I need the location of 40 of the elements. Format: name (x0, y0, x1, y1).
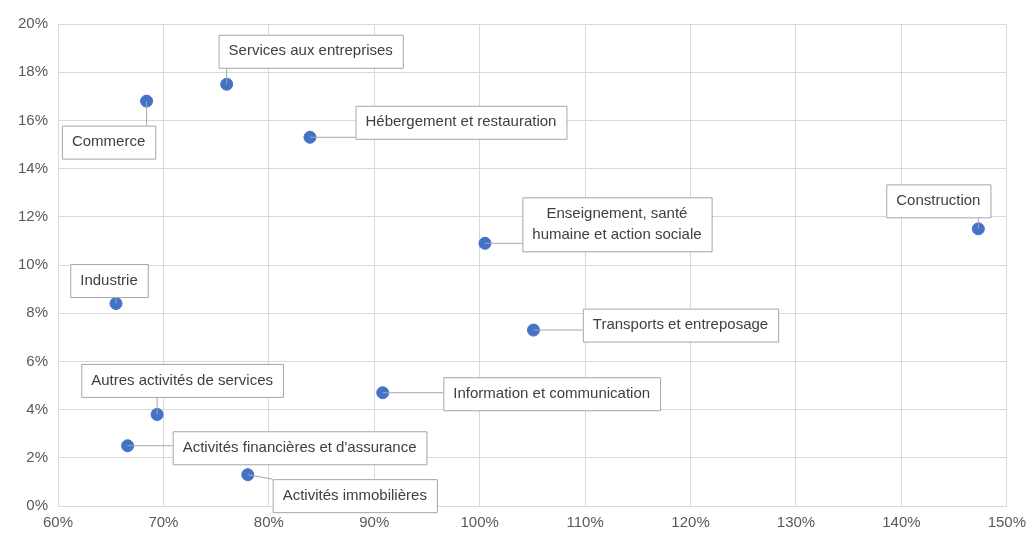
y-tick-label: 2% (26, 447, 49, 465)
annotation: Hébergement et restauration (365, 112, 557, 130)
point (140, 94, 154, 108)
annotation: Activités immobilières (282, 485, 427, 503)
y-tick-label: 8% (26, 303, 49, 321)
x-tick-label: 140% (882, 513, 921, 531)
point (241, 468, 255, 482)
annotation: Construction (896, 190, 981, 208)
y-tick-label: 4% (26, 399, 49, 417)
annotation: Transports et entreposage (592, 315, 769, 333)
point (220, 77, 234, 91)
y-tick-label: 0% (26, 496, 49, 514)
y-tick-label: 18% (17, 62, 49, 80)
x-tick-label: 130% (776, 513, 816, 531)
annotation: Information et communication (453, 383, 651, 401)
y-tick-label: 14% (17, 158, 49, 176)
y-tick-label: 6% (26, 351, 49, 369)
x-tick-label: 90% (359, 513, 390, 531)
x-tick-label: 110% (566, 513, 604, 531)
x-tick-label: 80% (253, 513, 284, 531)
x-tick-label: 100% (460, 513, 499, 531)
annotation: Commerce (71, 132, 146, 150)
point (478, 236, 492, 250)
y-tick-label: 20% (17, 14, 49, 32)
point (971, 222, 985, 236)
x-tick-label: 70% (148, 513, 179, 531)
annotation: Services aux entreprises (228, 41, 393, 59)
annotation: Activités financières et d'assurance (182, 437, 417, 455)
point (376, 386, 390, 400)
y-tick-label: 16% (17, 110, 49, 128)
x-tick-label: 60% (43, 513, 74, 531)
y-tick-label: 12% (17, 206, 49, 224)
annotation: Autres activités de services (91, 370, 273, 388)
point (121, 439, 135, 453)
x-tick-label: 150% (987, 513, 1027, 531)
point (303, 130, 317, 144)
annotation: Industrie (80, 270, 138, 288)
annotation: Enseignement, santé humaine et action sociale (532, 203, 702, 242)
y-tick-label: 10% (17, 255, 49, 273)
x-tick-label: 120% (671, 513, 710, 531)
